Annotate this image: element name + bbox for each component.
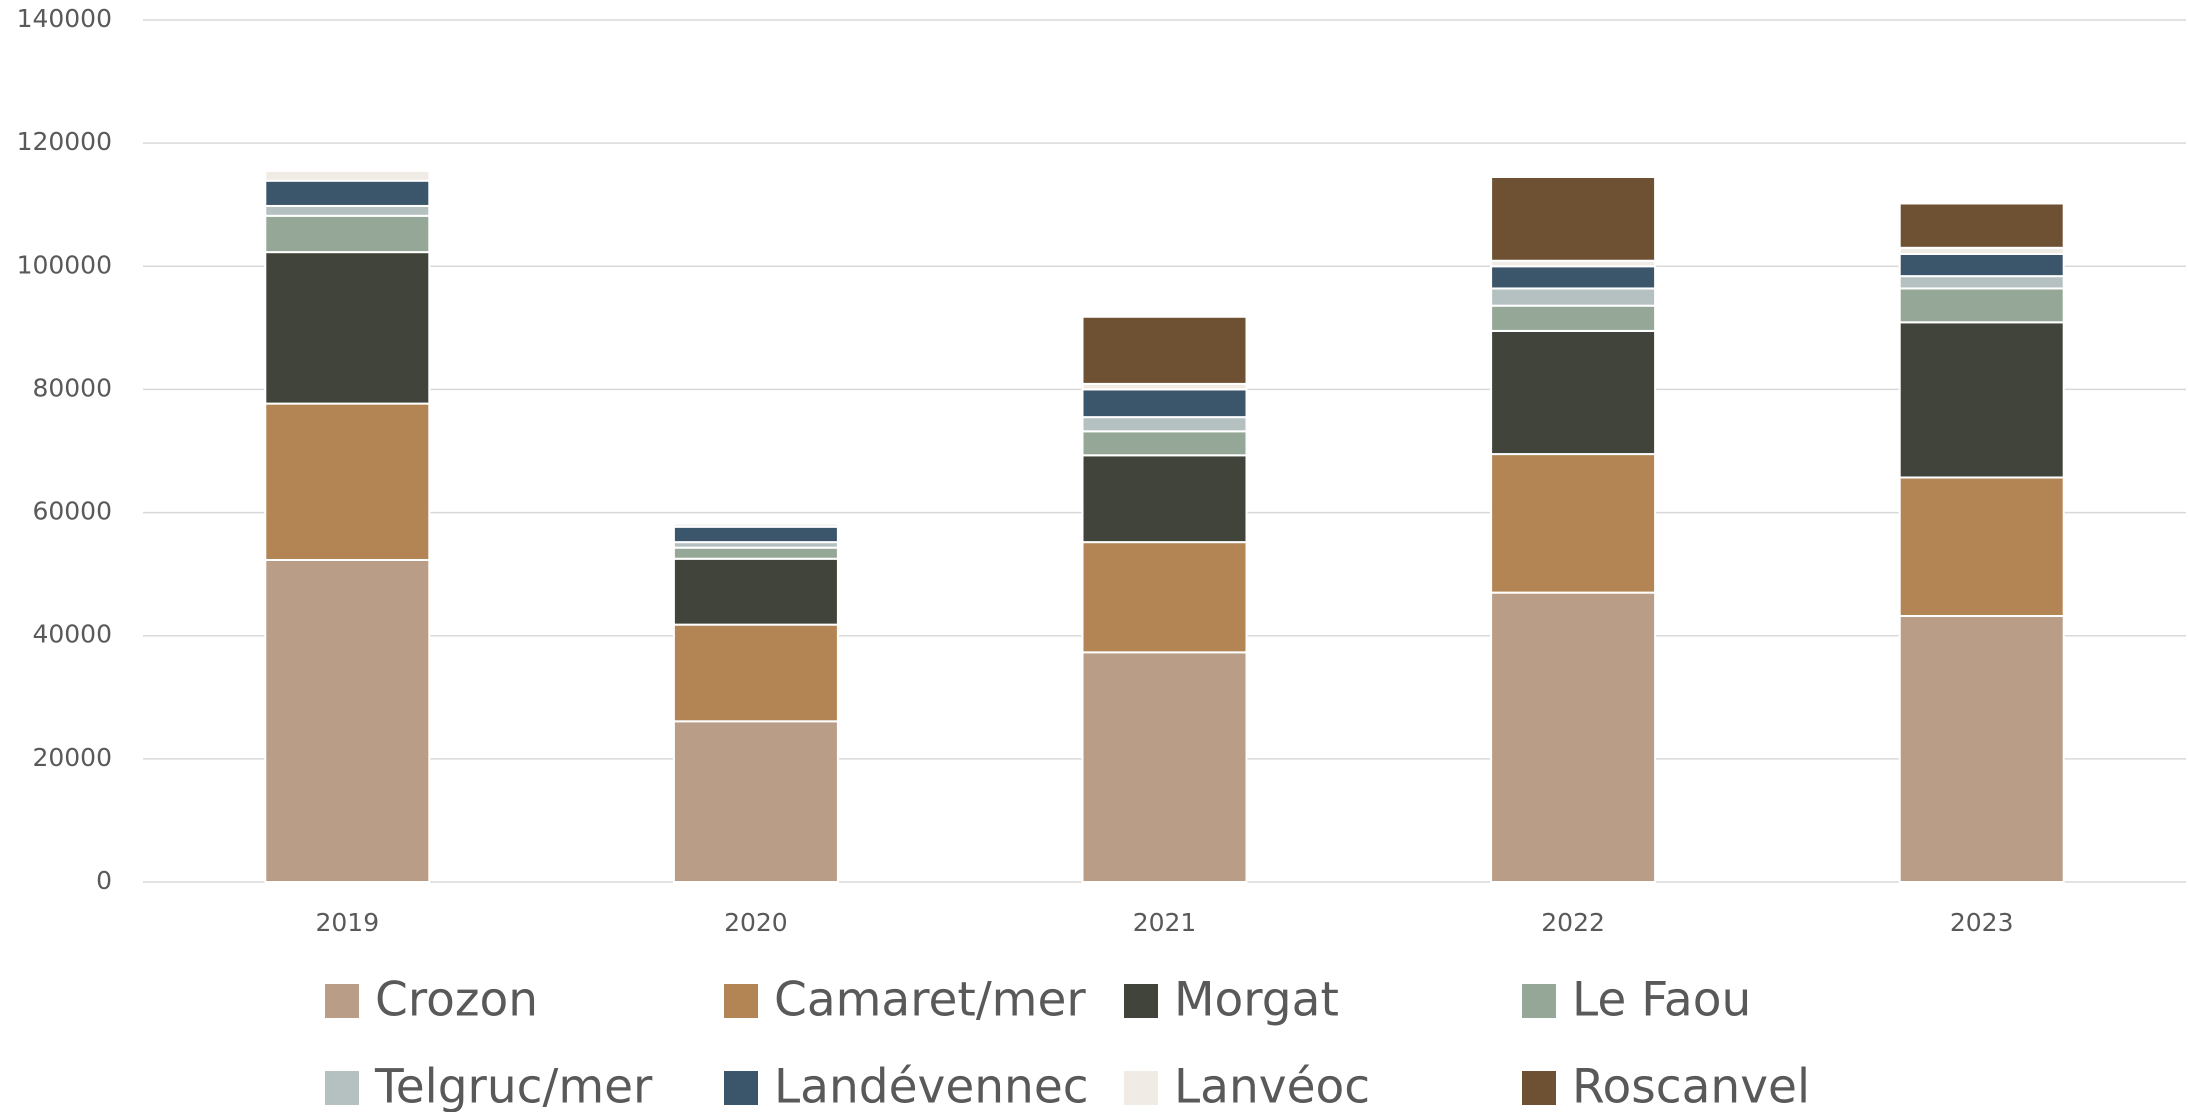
x-tick-label: 2019 xyxy=(315,908,379,937)
bar-segment xyxy=(1081,416,1248,433)
y-tick-label: 100000 xyxy=(17,250,112,279)
legend-swatch xyxy=(1522,1071,1556,1105)
bar-segment xyxy=(1081,541,1248,654)
bar-segment xyxy=(1898,202,2065,249)
bar-segment xyxy=(672,557,839,626)
bar-segment xyxy=(1898,321,2065,479)
x-tick-label: 2023 xyxy=(1950,908,2014,937)
legend-label: Roscanvel xyxy=(1572,1060,1810,1112)
y-tick-label: 0 xyxy=(96,866,112,895)
bar-segment xyxy=(264,169,431,182)
legend-swatch xyxy=(1124,984,1158,1018)
bar-segment xyxy=(1490,591,1657,883)
legend-label: Le Faou xyxy=(1572,973,1751,1028)
legend-swatch xyxy=(724,984,758,1018)
y-tick-label: 60000 xyxy=(32,497,112,526)
legend-label: Morgat xyxy=(1174,973,1339,1028)
bar-segment xyxy=(672,546,839,560)
bar-segment xyxy=(1898,275,2065,290)
y-tick-label: 140000 xyxy=(17,4,112,33)
bar-segment xyxy=(1490,329,1657,456)
bar-segment xyxy=(1490,176,1657,262)
legend-swatch xyxy=(1522,984,1556,1018)
bar-segment xyxy=(1490,304,1657,332)
bar-segment xyxy=(1490,265,1657,290)
bar-segment xyxy=(264,251,431,405)
bar-segment xyxy=(1081,388,1248,419)
bar-segment xyxy=(1898,252,2065,278)
bar-segment xyxy=(264,214,431,254)
y-tick-label: 40000 xyxy=(32,620,112,649)
bar-segment xyxy=(1081,430,1248,457)
legend-label: Landévennec xyxy=(774,1060,1089,1112)
x-tick-label: 2021 xyxy=(1133,908,1197,937)
bar-segment xyxy=(264,558,431,884)
bar-segment xyxy=(1081,315,1248,385)
bar-segment xyxy=(1490,453,1657,594)
legend-swatch xyxy=(724,1071,758,1105)
x-tick-label: 2022 xyxy=(1541,908,1605,937)
legend-label: Lanvéoc xyxy=(1174,1060,1370,1112)
bar-segment xyxy=(1081,651,1248,883)
bar-segment xyxy=(672,522,839,528)
legend-swatch xyxy=(1124,1071,1158,1105)
y-tick-label: 120000 xyxy=(17,127,112,156)
x-tick-label: 2020 xyxy=(724,908,788,937)
y-tick-label: 20000 xyxy=(32,743,112,772)
legend-label: Camaret/mer xyxy=(774,973,1086,1028)
bar-segment xyxy=(1898,615,2065,883)
bar-segment xyxy=(1081,454,1248,544)
bar-segment xyxy=(1490,287,1657,307)
legend-label: Telgruc/mer xyxy=(374,1060,653,1112)
bar-segment xyxy=(264,402,431,561)
y-tick-label: 80000 xyxy=(32,373,112,402)
legend-swatch xyxy=(325,1071,359,1105)
bar-segment xyxy=(1898,476,2065,618)
bar-segment xyxy=(672,623,839,723)
bar-segment xyxy=(264,179,431,207)
bar-segment xyxy=(672,525,839,544)
bar-segment xyxy=(1898,287,2065,324)
bar-segment xyxy=(264,204,431,217)
bar-segment xyxy=(672,720,839,884)
legend-swatch xyxy=(325,984,359,1018)
legend-label: Crozon xyxy=(375,973,538,1028)
